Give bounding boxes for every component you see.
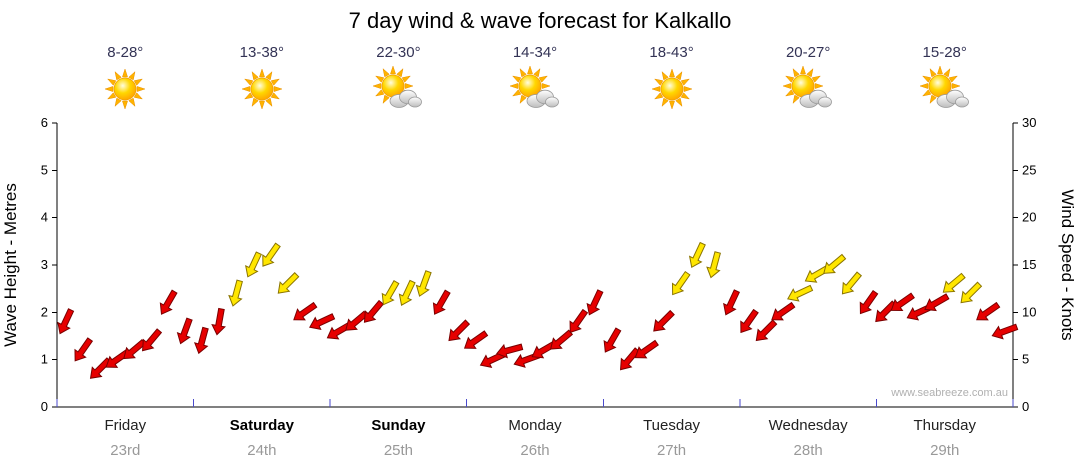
sun-icon [99, 66, 151, 114]
svg-text:6: 6 [41, 115, 48, 130]
day-label: Monday [508, 417, 562, 434]
svg-text:5: 5 [41, 162, 48, 177]
date-label: 27th [656, 442, 687, 459]
sun-cloud-icon [918, 65, 971, 114]
svg-text:0: 0 [1022, 399, 1029, 414]
day-boundary-ticks [56, 399, 1014, 407]
date-label: 25th [383, 442, 414, 459]
temperature-range: 18-43° [649, 44, 694, 61]
svg-text:0: 0 [41, 399, 48, 414]
svg-text:20: 20 [1022, 210, 1036, 225]
date-label: 23rd [110, 442, 141, 459]
sun-icon [236, 66, 288, 114]
temperature-range: 8-28° [107, 44, 144, 61]
wind-axis-ticks: 0 5 10 15 20 25 30 [1013, 115, 1036, 414]
date-label: 24th [247, 442, 277, 459]
sun-cloud-icon [782, 65, 834, 114]
day-label: Sunday [371, 417, 426, 434]
wind-arrows [57, 241, 1019, 379]
date-label: 26th [520, 442, 550, 459]
wind-axis-title: Wind Speed - Knots [1058, 189, 1077, 340]
axis-lines [56, 123, 1014, 408]
svg-text:30: 30 [1022, 115, 1036, 130]
wave-axis-title: Wave Height - Metres [1, 183, 20, 347]
date-label: 29th [930, 442, 960, 459]
page-title: 7 day wind & wave forecast for Kalkallo [348, 8, 732, 33]
temperature-range: 20-27° [785, 44, 831, 61]
date-label: 28th [793, 442, 823, 459]
svg-text:15: 15 [1022, 257, 1036, 272]
day-label: Wednesday [768, 417, 848, 434]
cloud-icon [390, 89, 423, 108]
svg-text:2: 2 [41, 304, 48, 319]
cloud-icon [799, 89, 833, 108]
sun-cloud-icon [509, 65, 561, 114]
sun-cloud-icon [372, 65, 424, 114]
day-label: Saturday [229, 417, 294, 434]
wave-axis-ticks: 0 1 2 3 4 5 6 [41, 115, 57, 414]
svg-text:10: 10 [1022, 304, 1036, 319]
watermark: www.seabreeze.com.au [890, 387, 1008, 399]
svg-text:25: 25 [1022, 162, 1036, 177]
temperature-range: 14-34° [512, 44, 558, 61]
temperature-range: 15-28° [922, 44, 967, 61]
svg-text:1: 1 [41, 352, 48, 367]
sun-icon [646, 66, 698, 114]
day-label: Thursday [913, 417, 976, 434]
temperature-range: 13-38° [239, 44, 285, 61]
cloud-icon [526, 89, 559, 108]
day-label: Friday [104, 417, 147, 434]
cloud-icon [936, 89, 969, 108]
day-label: Tuesday [643, 417, 701, 434]
svg-text:3: 3 [41, 257, 48, 272]
temperature-range: 22-30° [376, 44, 421, 61]
svg-text:5: 5 [1022, 352, 1029, 367]
svg-text:4: 4 [41, 210, 48, 225]
